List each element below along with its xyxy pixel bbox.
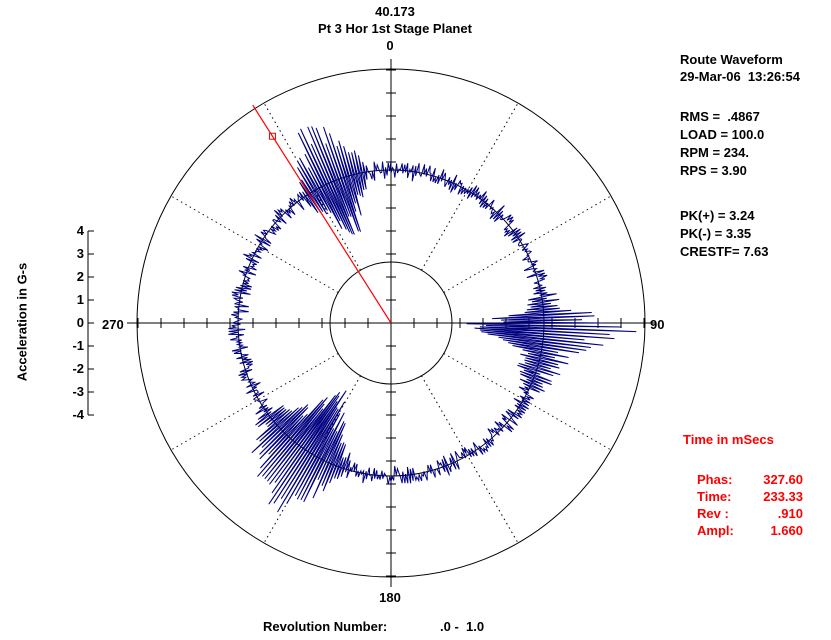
cursor-time-label: Time: [697, 489, 732, 504]
waveform-line [228, 126, 637, 513]
radial-gridline-150 [421, 375, 519, 544]
info-heading: Route Waveform [680, 52, 783, 67]
waveform-series [228, 126, 637, 513]
x-range: .0 - 1.0 [440, 619, 485, 634]
x-axis-label: Revolution Number: [263, 619, 388, 634]
radial-gridline-240 [170, 353, 339, 451]
angle-label-0: 0 [386, 38, 394, 53]
y-tick-label: 4 [76, 223, 84, 238]
angle-label-90: 90 [650, 317, 665, 332]
info-pk-neg: PK(-) = 3.35 [680, 226, 752, 241]
cursor-rev-label: Rev : [697, 506, 729, 521]
chart-title: Pt 3 Hor 1st Stage Planet [318, 21, 472, 36]
y-tick-label: -1 [72, 338, 84, 353]
cursor-ampl-value: 1.660 [770, 523, 803, 538]
y-tick-label: 3 [76, 246, 84, 261]
info-datetime: 29-Mar-06 13:26:54 [680, 69, 800, 84]
info-pk-pos: PK(+) = 3.24 [680, 208, 755, 223]
cursor-rev-value: .910 [777, 506, 803, 521]
y-tick-label: -4 [72, 407, 84, 422]
cursor-heading: Time in mSecs [683, 432, 774, 447]
y-tick-label: -2 [72, 361, 84, 376]
y-axis-label: Acceleration in G-s [14, 262, 30, 382]
info-rms: RMS = .4867 [680, 109, 760, 124]
radial-gridline-30 [421, 102, 519, 271]
y-tick-label: 0 [76, 315, 84, 330]
info-load: LOAD = 100.0 [680, 127, 765, 142]
cursor-time-value: 233.33 [763, 489, 803, 504]
cursor-line [252, 104, 392, 324]
radial-gridline-300 [170, 195, 339, 293]
cursor-marker [268, 132, 276, 140]
cursor-phas-label: Phas: [697, 472, 733, 487]
angle-label-270: 270 [102, 317, 124, 332]
y-tick-label: -3 [72, 384, 84, 399]
info-rps: RPS = 3.90 [680, 163, 747, 178]
radial-gridline-330 [263, 102, 361, 271]
cursor-phas-value: 327.60 [763, 472, 803, 487]
y-tick-label: 1 [76, 292, 84, 307]
cursor-ampl-label: Ampl: [697, 523, 734, 538]
chart-title-value: 40.173 [375, 4, 415, 19]
angle-label-180: 180 [379, 590, 401, 605]
info-crestf: CRESTF= 7.63 [680, 244, 769, 259]
y-tick-label: 2 [76, 269, 84, 284]
info-rpm: RPM = 234. [680, 145, 750, 160]
cursor-group [252, 104, 392, 324]
